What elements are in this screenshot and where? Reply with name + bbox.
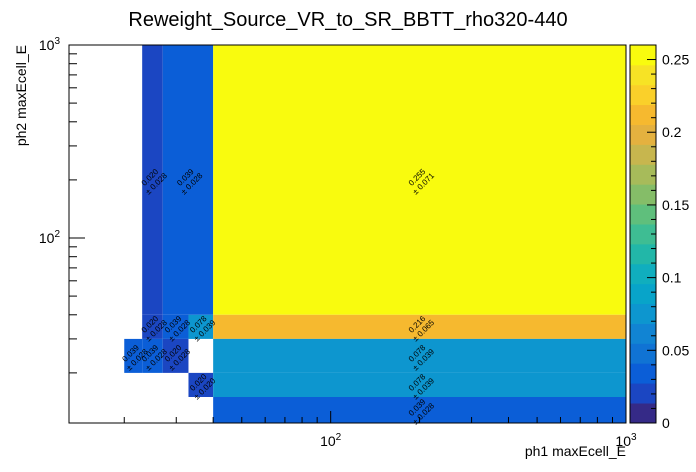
colorbar-swatch [630,403,656,424]
heatmap-cell [188,372,214,398]
heatmap-cell [213,372,626,398]
heatmap-cell [213,314,626,339]
x-axis-label: ph1 maxEcell_E [525,443,626,459]
colorbar-swatch [630,243,656,265]
colorbar-swatch [630,45,656,66]
colorbar-tick-label: 0.2 [662,124,682,140]
colorbar-tick-label: 0.25 [662,52,689,68]
heatmap-cell [162,314,189,339]
heatmap-cell [162,338,189,373]
plot-border [68,44,627,424]
colorbar-swatch [630,224,656,245]
colorbar: 0 0.05 0.1 0.15 0.2 0.25 [629,44,689,431]
y-axis-label: ph2 maxEcell_E [13,45,29,146]
colorbar-swatch [630,84,656,106]
colorbar-swatch [630,64,656,86]
colorbar-swatch [630,204,656,225]
heatmap-cell [213,338,626,373]
colorbar-swatch [630,164,656,185]
heatmap-cell [124,338,143,373]
colorbar-tick-label: 0.15 [662,197,689,213]
y-tick-label: 103 [39,36,61,53]
colorbar-swatch [630,124,656,145]
heatmap-cell [142,314,163,339]
colorbar-swatch [630,303,656,324]
colorbar-tick-label: 0 [662,415,670,431]
heatmap-cell [142,45,163,315]
colorbar-swatch [630,283,656,305]
heatmap-cell [142,338,163,373]
heatmap-cell [188,314,214,339]
heatmap-cell [213,45,626,315]
chart-title: Reweight_Source_VR_to_SR_BBTT_rho320-440 [128,9,567,31]
colorbar-tick-label: 0.05 [662,342,689,358]
colorbar-swatch [630,263,656,285]
y-tick-label: 102 [39,229,61,246]
colorbar-swatch [630,104,656,125]
x-tick-label: 102 [320,432,342,449]
colorbar-swatch [630,323,656,344]
colorbar-swatch [630,363,656,384]
colorbar-tick-label: 0.1 [662,270,682,286]
heatmap-cell [162,45,214,315]
colorbar-swatch [630,343,656,364]
colorbar-swatch [630,184,656,205]
colorbar-swatch [630,144,656,165]
heatmap-cells [124,45,626,423]
colorbar-swatch [630,383,656,404]
